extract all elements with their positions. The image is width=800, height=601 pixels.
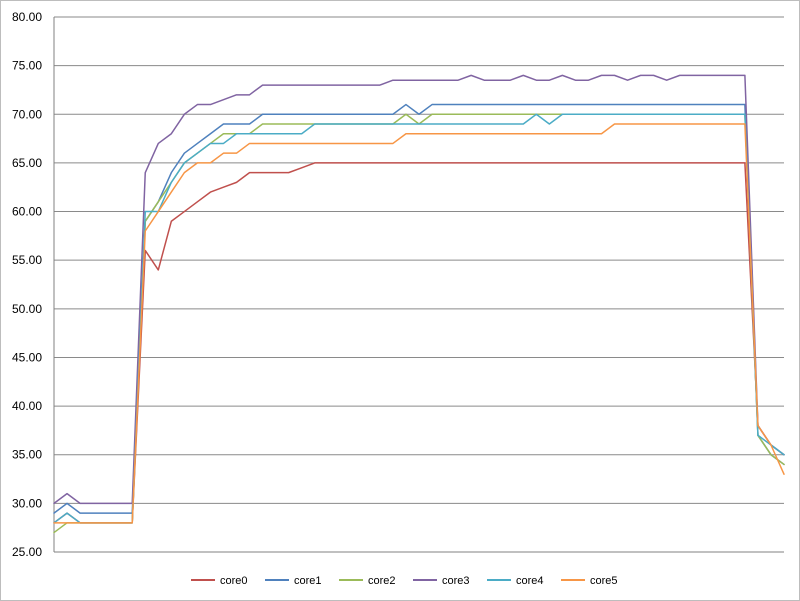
y-tick-label: 80.00 bbox=[12, 10, 42, 24]
series-line-core5 bbox=[53, 123, 785, 524]
plot-area bbox=[54, 17, 784, 552]
y-tick-label: 30.00 bbox=[12, 496, 42, 510]
series-lines bbox=[53, 74, 785, 534]
legend-item-core0: core0 bbox=[191, 575, 248, 587]
y-tick-label: 25.00 bbox=[12, 545, 42, 559]
series-line-core0 bbox=[53, 162, 785, 524]
legend-item-core1: core1 bbox=[265, 575, 322, 587]
y-tick-label: 40.00 bbox=[12, 399, 42, 413]
legend-label-core0: core0 bbox=[220, 575, 248, 587]
legend-item-core5: core5 bbox=[561, 575, 618, 587]
legend-item-core3: core3 bbox=[413, 575, 470, 587]
y-tick-label: 75.00 bbox=[12, 59, 42, 73]
series-line-core4 bbox=[53, 113, 785, 524]
legend-label-core1: core1 bbox=[294, 575, 322, 587]
legend: core0 core1 core2 core3 core4 core5 bbox=[191, 575, 618, 587]
legend-label-core5: core5 bbox=[590, 575, 618, 587]
y-tick-label: 55.00 bbox=[12, 253, 42, 267]
y-tick-label: 45.00 bbox=[12, 350, 42, 364]
series-line-core1 bbox=[53, 103, 785, 514]
legend-label-core3: core3 bbox=[442, 575, 470, 587]
y-tick-label: 50.00 bbox=[12, 302, 42, 316]
y-tick-label: 35.00 bbox=[12, 448, 42, 462]
y-axis-ticks: 25.00 30.00 35.00 40.00 45.00 50.00 55.00 60.00… bbox=[12, 10, 42, 559]
y-tick-label: 60.00 bbox=[12, 205, 42, 219]
series-line-core3 bbox=[53, 74, 785, 505]
legend-item-core2: core2 bbox=[339, 575, 396, 587]
legend-item-core4: core4 bbox=[487, 575, 544, 587]
legend-label-core4: core4 bbox=[516, 575, 544, 587]
y-tick-label: 70.00 bbox=[12, 107, 42, 121]
y-tick-label: 65.00 bbox=[12, 156, 42, 170]
legend-label-core2: core2 bbox=[368, 575, 396, 587]
